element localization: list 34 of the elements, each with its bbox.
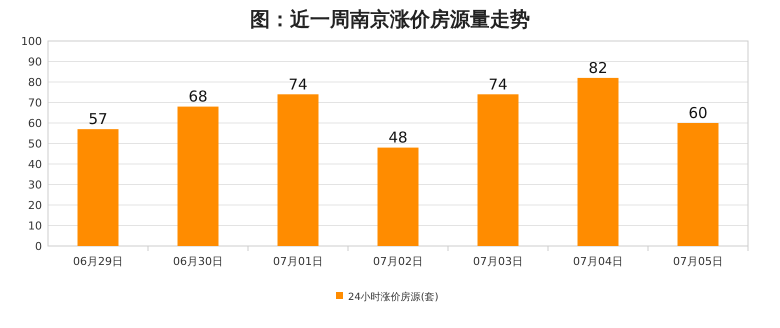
- y-tick-label: 10: [28, 220, 42, 232]
- x-tick-label: 07月01日: [273, 255, 323, 268]
- y-tick-label: 0: [35, 240, 42, 253]
- bar: [578, 78, 618, 246]
- y-tick-label: 20: [28, 199, 42, 212]
- data-label: 48: [388, 128, 408, 147]
- y-tick-label: 30: [28, 178, 42, 192]
- data-label: 57: [88, 110, 108, 128]
- chart-title: 图：近一周南京涨价房源量走势: [250, 7, 530, 31]
- bar: [278, 94, 318, 246]
- bar: [178, 106, 218, 246]
- y-tick-label: 100: [21, 35, 42, 48]
- bar: [678, 123, 718, 246]
- data-label: 74: [288, 75, 308, 94]
- x-tick-label: 07月05日: [673, 255, 723, 268]
- y-tick-label: 70: [28, 96, 42, 110]
- x-tick-label: 06月30日: [173, 255, 223, 268]
- bar: [78, 129, 118, 246]
- y-tick-label: 90: [28, 56, 42, 68]
- data-label: 60: [688, 104, 708, 122]
- data-label: 82: [588, 58, 608, 77]
- data-label: 74: [488, 75, 508, 94]
- x-tick-label: 06月29日: [73, 255, 123, 268]
- x-tick-label: 07月04日: [573, 255, 623, 268]
- y-tick-label: 50: [28, 138, 42, 150]
- bar: [378, 148, 418, 246]
- legend-label: 24小时涨价房源(套): [348, 291, 439, 303]
- x-tick-label: 07月03日: [473, 255, 523, 268]
- y-tick-label: 80: [28, 76, 42, 89]
- data-label: 68: [188, 88, 208, 106]
- y-tick-label: 60: [28, 117, 42, 130]
- bar: [478, 94, 518, 246]
- y-tick-label: 40: [28, 158, 42, 171]
- x-tick-label: 07月02日: [373, 255, 423, 268]
